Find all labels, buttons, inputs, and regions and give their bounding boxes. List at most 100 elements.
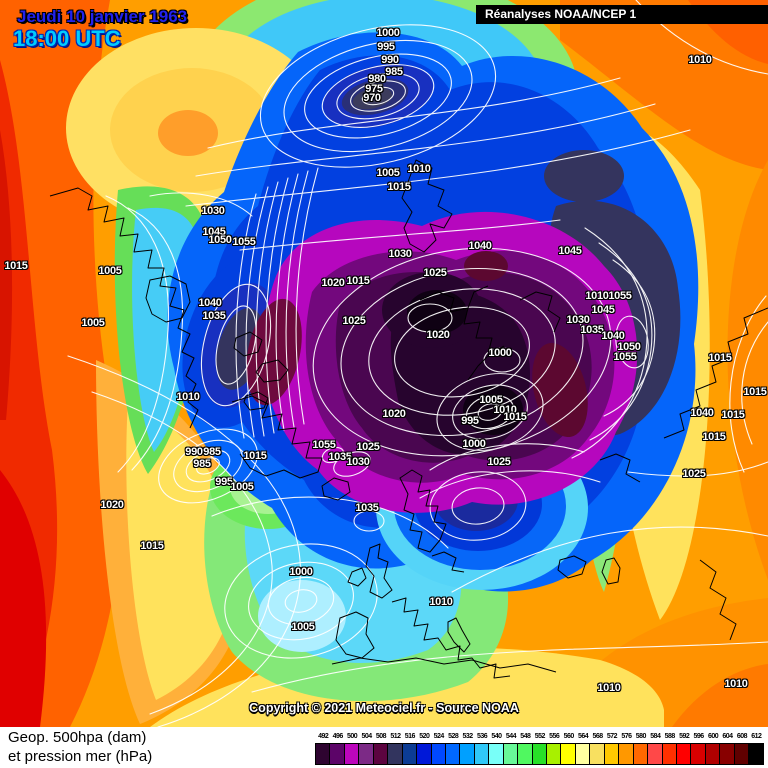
isobar-contours [67,0,768,727]
legend-cell: 496 [329,733,345,765]
copyright-label: Copyright © 2021 Meteociel.fr - Source N… [249,701,519,715]
legend-cell: 584 [647,733,663,765]
legend-value: 552 [534,733,546,740]
legend-swatch [372,743,389,765]
legend-swatch [574,743,591,765]
legend-title: Geop. 500hpa (dam) et pression mer (hPa) [8,728,152,766]
legend-cell: 532 [459,733,475,765]
legend-swatch [358,743,374,765]
legend-value: 504 [361,733,372,740]
legend-swatch [329,743,345,765]
legend-value: 568 [592,733,603,740]
legend-swatch [444,743,461,765]
legend-swatch [546,743,562,765]
legend-value: 536 [476,733,488,740]
legend-swatch [517,743,533,765]
legend-cell: 536 [473,733,490,765]
legend-value: 588 [664,733,676,740]
legend-cell: 540 [488,733,504,765]
legend-cell: 512 [387,733,403,765]
legend-swatch [748,743,764,765]
legend-cell: 588 [661,733,677,765]
legend-value: 516 [404,733,416,740]
date-label: Jeudi 10 janvier 1963 [17,7,188,26]
reanalysis-banner: Réanalyses NOAA/NCEP 1 [476,5,768,24]
legend-swatch [473,743,490,765]
legend-swatch [632,743,649,765]
legend-value: 540 [491,733,502,740]
legend-swatch [430,743,446,765]
legend-cell: 576 [618,733,634,765]
legend-cell: 528 [444,733,461,765]
legend-cell: 568 [589,733,605,765]
legend-swatch [531,743,547,765]
coastlines [49,159,768,679]
legend-cell: 520 [416,733,432,765]
legend-cell: 516 [401,733,418,765]
legend-cell: 608 [733,733,750,765]
legend-scale: 492 496 500 504 508 512 516 520 524 528 532 536 540 5… [315,733,764,765]
legend-cell: 556 [546,733,562,765]
legend-swatch [401,743,418,765]
legend-cell: 508 [372,733,389,765]
legend-value: 576 [621,733,632,740]
map-canvas: 1000 995 990 985 980 975 970 1005 1010 1015 1010 10… [0,0,768,727]
legend-value: 604 [722,733,733,740]
legend-value: 596 [693,733,705,740]
legend-cell: 524 [430,733,446,765]
legend-value: 580 [635,733,647,740]
legend-bar: Geop. 500hpa (dam) et pression mer (hPa)… [0,727,768,768]
legend-swatch [719,743,735,765]
legend-value: 548 [520,733,531,740]
legend-cell: 612 [748,733,764,765]
legend-swatch [315,743,331,765]
legend-swatch [661,743,677,765]
legend-swatch [560,743,576,765]
legend-swatch [647,743,663,765]
legend-swatch [589,743,605,765]
legend-value: 592 [679,733,690,740]
legend-cell: 544 [502,733,519,765]
geopotential-map-svg [0,0,768,727]
legend-value: 508 [375,733,387,740]
legend-value: 560 [563,733,575,740]
legend-swatch [618,743,634,765]
legend-value: 612 [751,733,762,740]
legend-swatch [690,743,706,765]
legend-cell: 600 [704,733,721,765]
legend-swatch [603,743,620,765]
legend-value: 520 [419,733,430,740]
legend-title-line2: et pression mer (hPa) [8,748,153,765]
legend-cell: 548 [517,733,533,765]
legend-swatch [459,743,475,765]
legend-cell: 564 [574,733,591,765]
legend-cell: 596 [690,733,706,765]
legend-cell: 500 [343,733,360,765]
legend-cell: 580 [632,733,649,765]
legend-value: 532 [462,733,474,740]
legend-cell: 572 [603,733,620,765]
time-label: 18:00 UTC [13,26,121,51]
legend-value: 600 [707,733,719,740]
legend-cell: 552 [531,733,547,765]
legend-swatch [488,743,504,765]
legend-swatch [704,743,721,765]
legend-value: 608 [736,733,748,740]
legend-value: 556 [549,733,560,740]
legend-swatch [416,743,432,765]
legend-swatch [675,743,692,765]
legend-cell: 604 [719,733,735,765]
legend-cell: 592 [675,733,692,765]
legend-cell: 504 [358,733,374,765]
legend-value: 500 [347,733,358,740]
legend-value: 564 [578,733,589,740]
legend-swatch [733,743,750,765]
legend-value: 492 [318,733,329,740]
legend-value: 544 [505,733,517,740]
legend-value: 528 [448,733,459,740]
legend-swatch [343,743,360,765]
legend-value: 496 [332,733,344,740]
legend-cell: 560 [560,733,576,765]
legend-value: 512 [390,733,401,740]
